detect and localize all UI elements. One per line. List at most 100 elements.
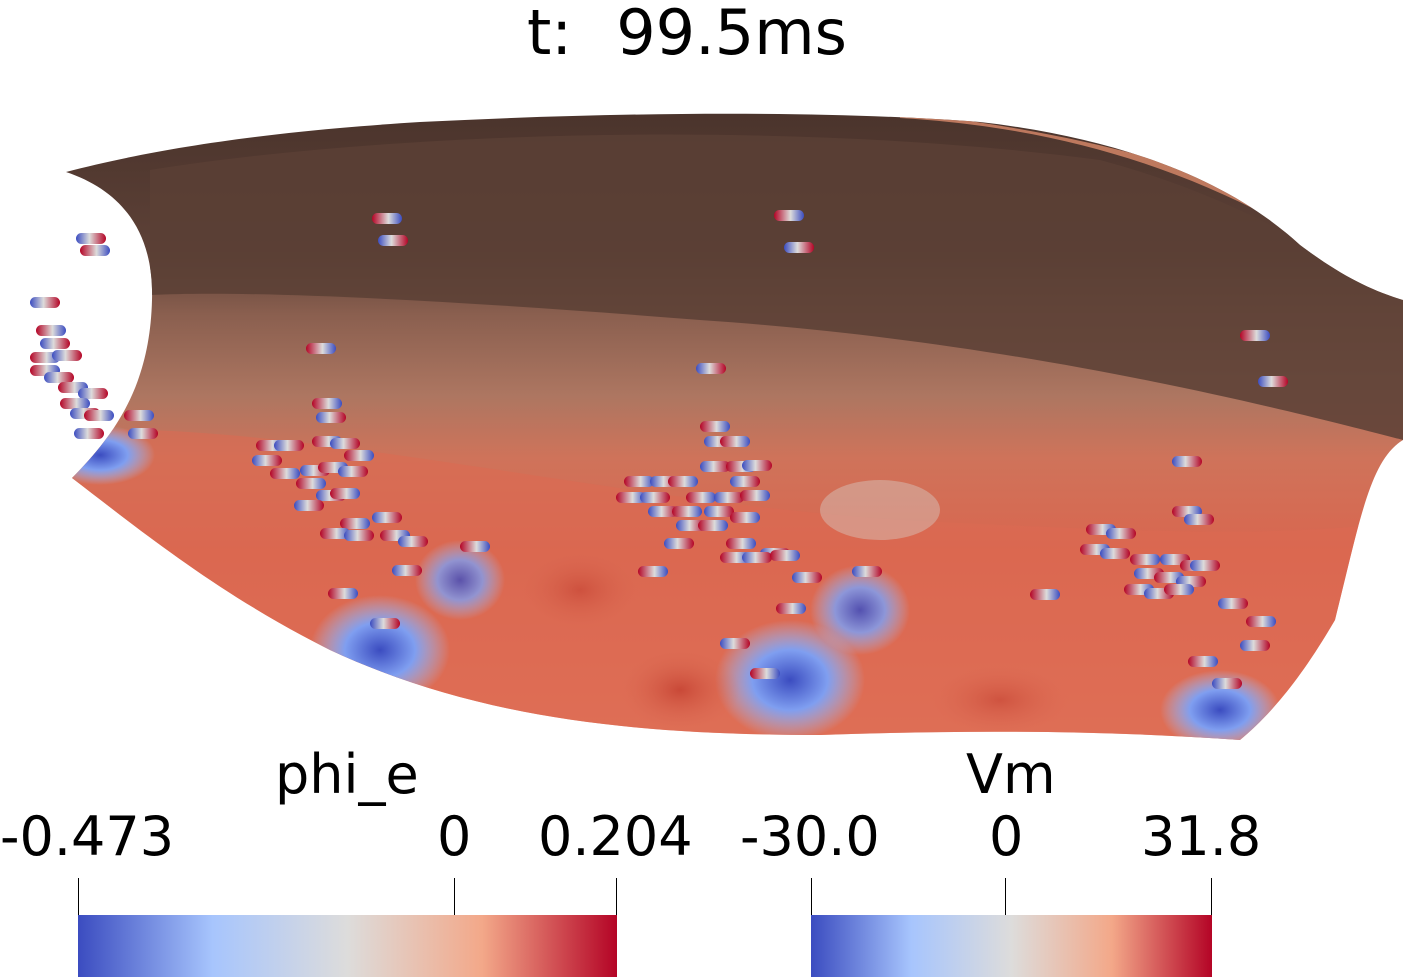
electrode-glyph xyxy=(398,536,428,547)
electrode-glyph xyxy=(338,466,368,477)
phi-e-tick-zero: 0 xyxy=(437,805,472,868)
electrode-glyph xyxy=(726,538,756,549)
electrode-glyph xyxy=(750,668,780,679)
electrode-glyph xyxy=(320,528,350,539)
phi-e-tickmark-min xyxy=(78,878,79,915)
electrode-glyph xyxy=(52,350,82,361)
electrode-glyph xyxy=(274,440,304,451)
electrode-glyph xyxy=(616,492,646,503)
vm-tickmark-min xyxy=(811,878,812,915)
electrode-glyph xyxy=(1130,554,1160,565)
electrode-glyph xyxy=(730,476,760,487)
electrode-glyph xyxy=(720,552,750,563)
electrode-glyph xyxy=(316,412,346,423)
electrode-glyph xyxy=(1190,560,1220,571)
electrode-glyph xyxy=(640,492,670,503)
electrode-glyph xyxy=(638,566,668,577)
electrode-glyph xyxy=(124,410,154,421)
phi-e-tick-max: 0.204 xyxy=(538,805,693,868)
electrode-glyph xyxy=(714,492,744,503)
electrode-glyph xyxy=(392,565,422,576)
electrode-glyph xyxy=(60,398,90,409)
electrode-glyph xyxy=(378,235,408,246)
electrode-glyph xyxy=(704,506,734,517)
electrode-glyph xyxy=(698,520,728,531)
electrode-glyph xyxy=(664,538,694,549)
electrode-glyph xyxy=(776,603,806,614)
electrode-glyph xyxy=(1246,616,1276,627)
vm-tick-zero: 0 xyxy=(989,805,1024,868)
vm-tick-max: 31.8 xyxy=(1141,805,1262,868)
vm-tick-min: -30.0 xyxy=(740,805,880,868)
electrode-glyph xyxy=(328,588,358,599)
electrode-glyph xyxy=(668,476,698,487)
electrode-glyph xyxy=(40,338,70,349)
electrode-glyph xyxy=(740,490,770,501)
electrode-glyph xyxy=(78,388,108,399)
electrode-glyph xyxy=(1030,589,1060,600)
electrode-glyph xyxy=(460,541,490,552)
electrode-glyph xyxy=(252,455,282,466)
electrode-glyph xyxy=(784,242,814,253)
electrode-glyph xyxy=(74,428,104,439)
electrode-glyph xyxy=(852,566,882,577)
electrode-glyph xyxy=(270,468,300,479)
electrode-glyph xyxy=(720,638,750,649)
electrode-glyph xyxy=(770,550,800,561)
electrode-glyph xyxy=(330,438,360,449)
electrode-glyph xyxy=(774,210,804,221)
electrode-glyph xyxy=(1184,514,1214,525)
time-value: 99.5ms xyxy=(616,0,847,69)
electrode-glyph xyxy=(306,343,336,354)
electrode-glyph xyxy=(1258,376,1288,387)
electrode-glyph xyxy=(686,492,716,503)
electrode-glyph xyxy=(128,428,158,439)
electrode-glyph xyxy=(1212,678,1242,689)
electrode-glyph xyxy=(294,500,324,511)
time-readout: t: 99.5ms xyxy=(527,2,847,64)
electrode-glyph xyxy=(372,213,402,224)
electrode-glyph xyxy=(648,506,678,517)
phi-e-tickmark-max xyxy=(616,878,617,915)
electrode-glyph xyxy=(340,518,370,529)
phi-e-tick-min: -0.473 xyxy=(0,805,175,868)
electrode-glyph xyxy=(730,512,760,523)
electrode-glyph xyxy=(344,450,374,461)
electrode-glyph xyxy=(720,436,750,447)
electrode-glyph xyxy=(700,461,730,472)
vm-tickmark-max xyxy=(1211,878,1212,915)
electrode-glyph xyxy=(296,478,326,489)
electrode-glyph xyxy=(84,410,114,421)
electrode-glyph xyxy=(44,372,74,383)
electrode-glyph xyxy=(742,552,772,563)
electrode-glyphs xyxy=(30,210,1288,689)
vm-colorbar-title: Vm xyxy=(966,743,1056,806)
vm-colorbar xyxy=(811,915,1212,977)
electrode-glyph xyxy=(1218,598,1248,609)
vm-tickmark-zero xyxy=(1005,878,1006,915)
electrode-glyph xyxy=(696,363,726,374)
electrode-glyph xyxy=(1240,330,1270,341)
electrode-glyph xyxy=(700,421,730,432)
electrode-glyph xyxy=(30,297,60,308)
electrode-glyph xyxy=(1100,548,1130,559)
electrode-glyph xyxy=(1164,584,1194,595)
electrode-glyph xyxy=(742,460,772,471)
time-label: t: xyxy=(527,0,573,69)
electrode-glyph xyxy=(312,398,342,409)
electrode-glyph xyxy=(36,325,66,336)
electrode-glyph xyxy=(624,476,654,487)
phi-e-colorbar xyxy=(78,915,617,977)
electrode-glyph xyxy=(1106,528,1136,539)
electrode-glyph xyxy=(792,572,822,583)
electrode-glyph xyxy=(1172,456,1202,467)
electrode-glyph xyxy=(1188,656,1218,667)
electrode-glyph xyxy=(76,233,106,244)
electrode-glyph xyxy=(372,512,402,523)
phi-e-colorbar-title: phi_e xyxy=(275,743,419,806)
electrode-glyph xyxy=(80,245,110,256)
electrode-glyph xyxy=(330,488,360,499)
electrode-glyph xyxy=(1240,640,1270,651)
electrode-glyph xyxy=(344,530,374,541)
